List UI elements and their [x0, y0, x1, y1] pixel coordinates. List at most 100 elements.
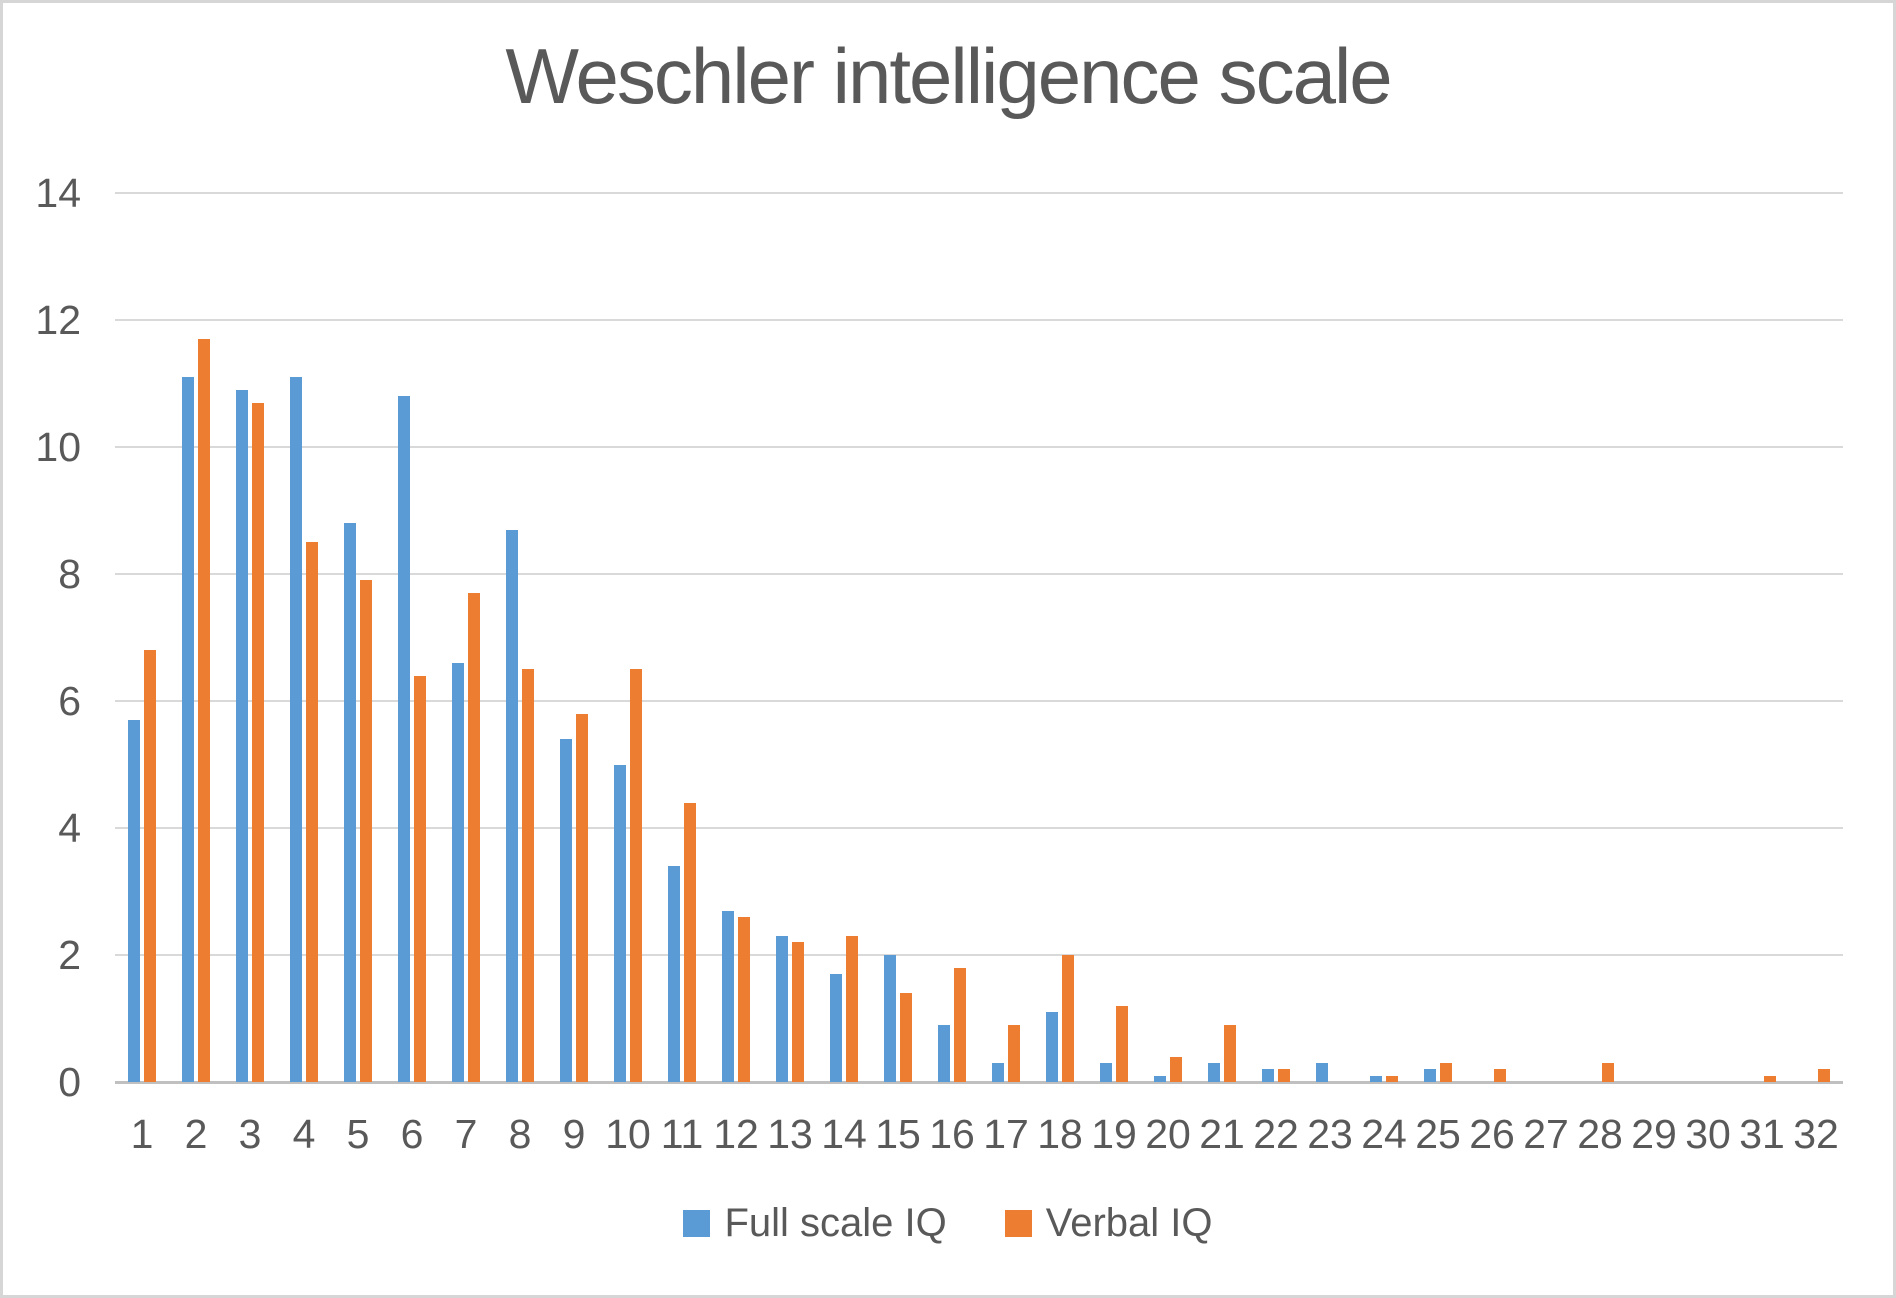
bar-verbal-iq-cat28	[1602, 1062, 1614, 1082]
x-tick-label-5: 5	[346, 1111, 370, 1157]
x-tick-label-17: 17	[983, 1111, 1029, 1157]
bar-verbal-iq-cat6	[414, 675, 426, 1082]
x-tick-label-28: 28	[1577, 1111, 1623, 1157]
bar-verbal-iq-cat13	[792, 942, 804, 1082]
x-tick-label-2: 2	[184, 1111, 208, 1157]
y-tick-label-6: 6	[58, 678, 81, 724]
x-tick-label-20: 20	[1145, 1111, 1191, 1157]
bar-full-scale-iq-cat4	[290, 377, 302, 1082]
legend-item-verbal-iq: Verbal IQ	[1004, 1201, 1213, 1246]
bar-full-scale-iq-cat3	[236, 389, 248, 1082]
x-tick-label-4: 4	[292, 1111, 316, 1157]
bar-full-scale-iq-cat20	[1154, 1075, 1166, 1082]
bar-full-scale-iq-cat22	[1262, 1069, 1274, 1082]
x-tick-label-26: 26	[1469, 1111, 1515, 1157]
bar-verbal-iq-cat7	[468, 593, 480, 1082]
bar-full-scale-iq-cat6	[398, 396, 410, 1082]
x-tick-label-9: 9	[562, 1111, 586, 1157]
y-tick-label-14: 14	[35, 170, 81, 216]
bar-verbal-iq-cat4	[306, 542, 318, 1082]
chart-title: Weschler intelligence scale	[505, 32, 1392, 120]
bar-verbal-iq-cat9	[576, 713, 588, 1082]
bar-verbal-iq-cat20	[1170, 1056, 1182, 1082]
x-tick-label-27: 27	[1523, 1111, 1569, 1157]
bar-verbal-iq-cat18	[1062, 955, 1074, 1082]
bar-verbal-iq-cat12	[738, 916, 750, 1082]
bar-verbal-iq-cat22	[1278, 1069, 1290, 1082]
gridline-y10	[115, 446, 1843, 448]
bar-full-scale-iq-cat5	[344, 523, 356, 1082]
plot-area: 0 2 4 6 8 10 12 14 1 2 3 4 5 6 7 8 9 10 11 12 13 14 15 16 17 18 1…	[3, 3, 1893, 1295]
bar-full-scale-iq-cat8	[506, 529, 518, 1082]
bar-full-scale-iq-cat15	[884, 955, 896, 1082]
x-tick-label-22: 22	[1253, 1111, 1299, 1157]
bar-full-scale-iq-cat23	[1316, 1062, 1328, 1082]
bar-verbal-iq-cat1	[144, 650, 156, 1082]
legend-swatch-verbal-iq	[1004, 1210, 1032, 1237]
gridline-y2	[115, 954, 1843, 956]
x-tick-label-6: 6	[400, 1111, 424, 1157]
x-tick-label-32: 32	[1793, 1111, 1839, 1157]
x-tick-label-24: 24	[1361, 1111, 1407, 1157]
bar-full-scale-iq-cat21	[1208, 1062, 1220, 1082]
x-tick-label-18: 18	[1037, 1111, 1083, 1157]
bar-verbal-iq-cat19	[1116, 1005, 1128, 1082]
x-tick-label-31: 31	[1739, 1111, 1785, 1157]
x-tick-label-7: 7	[454, 1111, 478, 1157]
bar-full-scale-iq-cat2	[182, 377, 194, 1082]
bar-full-scale-iq-cat18	[1046, 1012, 1058, 1082]
bar-verbal-iq-cat3	[252, 402, 264, 1082]
legend: Full scale IQ Verbal IQ	[3, 1201, 1893, 1246]
y-tick-label-2: 2	[58, 932, 81, 978]
bar-full-scale-iq-cat14	[830, 974, 842, 1082]
y-tick-label-0: 0	[58, 1059, 81, 1105]
bar-verbal-iq-cat2	[198, 339, 210, 1082]
bar-verbal-iq-cat21	[1224, 1024, 1236, 1082]
x-tick-label-10: 10	[605, 1111, 651, 1157]
x-tick-label-12: 12	[713, 1111, 759, 1157]
bar-full-scale-iq-cat12	[722, 910, 734, 1082]
y-tick-label-8: 8	[58, 551, 81, 597]
bar-full-scale-iq-cat19	[1100, 1062, 1112, 1082]
bar-full-scale-iq-cat25	[1424, 1069, 1436, 1082]
gridline-y4	[115, 827, 1843, 829]
bar-full-scale-iq-cat13	[776, 935, 788, 1082]
bar-full-scale-iq-cat7	[452, 662, 464, 1082]
x-tick-label-3: 3	[238, 1111, 262, 1157]
bar-full-scale-iq-cat10	[614, 764, 626, 1082]
legend-label-verbal-iq: Verbal IQ	[1045, 1201, 1213, 1245]
x-tick-label-25: 25	[1415, 1111, 1461, 1157]
bar-verbal-iq-cat25	[1440, 1062, 1452, 1082]
bar-full-scale-iq-cat9	[560, 739, 572, 1082]
x-tick-label-14: 14	[821, 1111, 867, 1157]
bar-full-scale-iq-cat1	[128, 720, 140, 1082]
bar-full-scale-iq-cat16	[938, 1024, 950, 1082]
x-tick-label-30: 30	[1685, 1111, 1731, 1157]
y-tick-label-4: 4	[58, 805, 81, 851]
bar-verbal-iq-cat17	[1008, 1024, 1020, 1082]
legend-item-full-scale-iq: Full scale IQ	[683, 1201, 947, 1246]
x-tick-label-8: 8	[508, 1111, 532, 1157]
y-tick-label-10: 10	[35, 424, 81, 470]
x-tick-label-29: 29	[1631, 1111, 1677, 1157]
bar-verbal-iq-cat8	[522, 669, 534, 1082]
bar-full-scale-iq-cat24	[1370, 1075, 1382, 1082]
gridline-y6	[115, 700, 1843, 702]
x-tick-label-21: 21	[1199, 1111, 1245, 1157]
x-tick-label-11: 11	[660, 1111, 704, 1157]
bar-verbal-iq-cat24	[1386, 1075, 1398, 1082]
bar-verbal-iq-cat15	[900, 993, 912, 1082]
x-tick-label-16: 16	[929, 1111, 975, 1157]
x-tick-label-1: 1	[130, 1111, 154, 1157]
bar-verbal-iq-cat11	[684, 802, 696, 1082]
x-tick-label-19: 19	[1091, 1111, 1137, 1157]
legend-label-full-scale-iq: Full scale IQ	[724, 1201, 947, 1245]
x-axis-line	[115, 1081, 1843, 1084]
bar-verbal-iq-cat10	[630, 669, 642, 1082]
gridline-y14	[115, 192, 1843, 194]
y-tick-label-12: 12	[35, 297, 81, 343]
bar-full-scale-iq-cat11	[668, 866, 680, 1082]
bar-verbal-iq-cat14	[846, 935, 858, 1082]
bar-verbal-iq-cat26	[1494, 1069, 1506, 1082]
